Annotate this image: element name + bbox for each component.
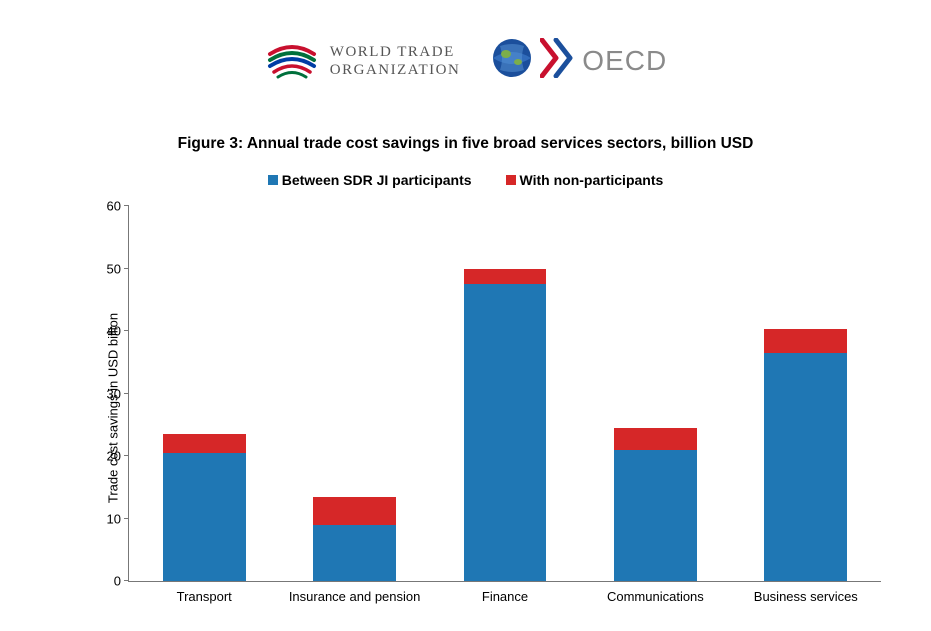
y-tick-mark: [124, 580, 129, 581]
bar-group: [464, 269, 547, 582]
y-tick-mark: [124, 205, 129, 206]
y-tick-label: 10: [107, 511, 121, 526]
oecd-globe-icon: [490, 36, 534, 85]
bar-group: [163, 434, 246, 581]
y-tick-label: 20: [107, 449, 121, 464]
bar-segment-series1: [764, 353, 847, 581]
x-category-label: Communications: [607, 589, 704, 604]
bar-segment-series1: [464, 284, 547, 581]
y-tick-label: 60: [107, 199, 121, 214]
wto-logo-text: WORLD TRADE ORGANIZATION: [330, 43, 461, 79]
page-root: WORLD TRADE ORGANIZATION OEC: [0, 0, 931, 631]
y-tick-mark: [124, 268, 129, 269]
legend-label-series2: With non-participants: [520, 172, 664, 188]
chart-legend: Between SDR JI participants With non-par…: [0, 172, 931, 188]
bar-group: [313, 497, 396, 581]
bar-segment-series2: [614, 428, 697, 450]
oecd-logo-text: OECD: [582, 45, 667, 77]
y-tick-mark: [124, 330, 129, 331]
bar-segment-series1: [313, 525, 396, 581]
x-category-label: Insurance and pension: [289, 589, 421, 604]
bar-segment-series1: [163, 453, 246, 581]
bar-segment-series2: [764, 329, 847, 353]
oecd-chevron-icon: [540, 38, 576, 83]
legend-swatch-series1: [268, 175, 278, 185]
legend-item-series1: Between SDR JI participants: [268, 172, 472, 188]
chart-container: Trade cost savings in USD billion 010203…: [60, 198, 900, 618]
y-tick-mark: [124, 518, 129, 519]
bar-group: [764, 329, 847, 581]
logo-row: WORLD TRADE ORGANIZATION OEC: [0, 30, 931, 91]
bar-segment-series2: [163, 434, 246, 453]
y-tick-mark: [124, 393, 129, 394]
bar-segment-series2: [313, 497, 396, 525]
bar-group: [614, 428, 697, 581]
oecd-logo-block: OECD: [490, 36, 667, 85]
y-axis-label: Trade cost savings in USD billion: [106, 313, 121, 503]
y-tick-label: 50: [107, 261, 121, 276]
x-category-label: Transport: [177, 589, 232, 604]
bar-segment-series2: [464, 269, 547, 285]
legend-item-series2: With non-participants: [506, 172, 664, 188]
wto-logo-block: WORLD TRADE ORGANIZATION: [264, 30, 461, 91]
x-category-label: Finance: [482, 589, 528, 604]
y-tick-label: 0: [114, 574, 121, 589]
y-tick-label: 30: [107, 386, 121, 401]
bar-segment-series1: [614, 450, 697, 581]
y-tick-mark: [124, 455, 129, 456]
legend-label-series1: Between SDR JI participants: [282, 172, 472, 188]
wto-text-line1: WORLD TRADE: [330, 43, 461, 61]
wto-logo-icon: [264, 30, 320, 91]
wto-text-line2: ORGANIZATION: [330, 61, 461, 79]
plot-area: 0102030405060TransportInsurance and pens…: [128, 206, 881, 582]
legend-swatch-series2: [506, 175, 516, 185]
y-tick-label: 40: [107, 324, 121, 339]
figure-title: Figure 3: Annual trade cost savings in f…: [0, 135, 931, 153]
x-category-label: Business services: [754, 589, 858, 604]
